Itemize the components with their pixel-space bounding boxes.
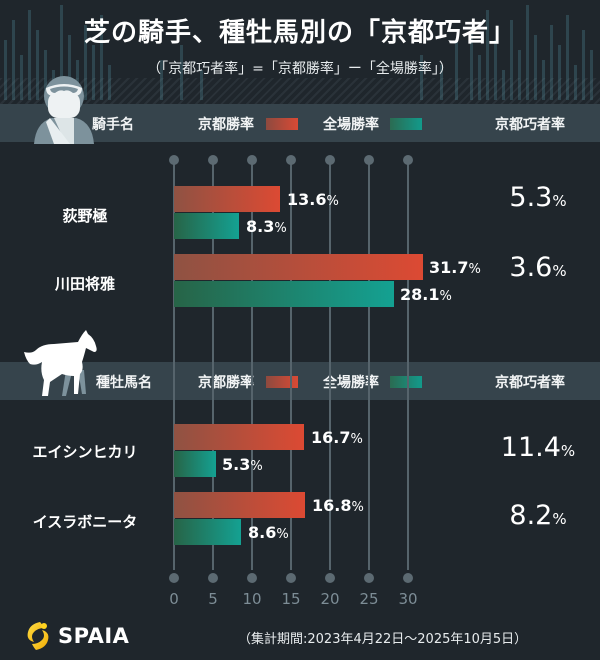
bar-kyoto-value: 13.6% <box>287 190 339 209</box>
bar-all-value: 8.3% <box>246 217 287 236</box>
axis-tick: 10 <box>242 590 262 608</box>
legend-kyoto-label-2: 京都勝率 <box>198 375 254 391</box>
expert-rate-header-2: 京都巧者率 <box>495 375 565 391</box>
spaia-logo: SPAIA <box>24 620 129 652</box>
bar-kyoto <box>174 492 305 518</box>
axis-tick: 5 <box>208 590 218 608</box>
jockey-name-header: 騎手名 <box>92 117 134 133</box>
bar-kyoto <box>174 254 423 280</box>
expert-rate-value: 8.2% <box>509 500 567 531</box>
axis-tick: 15 <box>281 590 301 608</box>
bar-kyoto-value: 16.7% <box>311 428 363 447</box>
bar-all-value: 5.3% <box>222 455 263 474</box>
aggregation-period: （集計期間:2023年4月22日〜2025年10月5日） <box>238 632 528 647</box>
horse-icon <box>24 330 97 396</box>
bar-kyoto <box>174 186 280 212</box>
bar-kyoto <box>174 424 304 450</box>
page-subtitle: （「京都巧者率」=「京都勝率」ー「全場勝率」） <box>147 61 453 77</box>
bar-all <box>174 213 239 239</box>
row-label: イスラボニータ <box>32 513 138 531</box>
expert-rate-header: 京都巧者率 <box>495 117 565 133</box>
expert-rate-value: 11.4% <box>500 432 576 463</box>
legend-all-swatch <box>390 118 422 130</box>
expert-rate-value: 5.3% <box>509 182 567 213</box>
legend-kyoto-swatch-2 <box>266 376 298 388</box>
page-title: 芝の騎手、種牡馬別の「京都巧者」 <box>83 18 516 48</box>
expert-rate-value: 3.6% <box>509 252 567 283</box>
legend-all-swatch-2 <box>390 376 422 388</box>
spaia-logo-text: SPAIA <box>58 624 130 648</box>
axis-tick: 25 <box>359 590 379 608</box>
jockey-icon <box>34 76 94 144</box>
bar-all-value: 8.6% <box>248 523 289 542</box>
legend-kyoto-swatch <box>266 118 298 130</box>
axis-tick: 20 <box>320 590 340 608</box>
axis-tick: 0 <box>169 590 179 608</box>
decorative-stripes <box>0 78 600 104</box>
sire-name-header: 種牡馬名 <box>96 375 152 391</box>
bar-all <box>174 281 394 307</box>
bar-all-value: 28.1% <box>400 285 452 304</box>
spaia-logo-icon <box>27 622 49 650</box>
row-label: エイシンヒカリ <box>32 443 138 461</box>
decorative-bars <box>4 5 593 100</box>
axis-tick: 30 <box>398 590 418 608</box>
row-label: 川田将雅 <box>54 275 115 293</box>
row-label: 荻野極 <box>62 207 108 225</box>
bar-all <box>174 451 216 477</box>
bar-kyoto-value: 16.8% <box>312 496 364 515</box>
jockey-header-band: 騎手名 京都勝率 全場勝率 京都巧者率 <box>0 104 600 142</box>
bar-all <box>174 519 241 545</box>
bar-kyoto-value: 31.7% <box>429 258 481 277</box>
legend-kyoto-label: 京都勝率 <box>198 117 254 133</box>
legend-all-label-2: 全場勝率 <box>323 375 379 391</box>
legend-all-label: 全場勝率 <box>323 117 379 133</box>
